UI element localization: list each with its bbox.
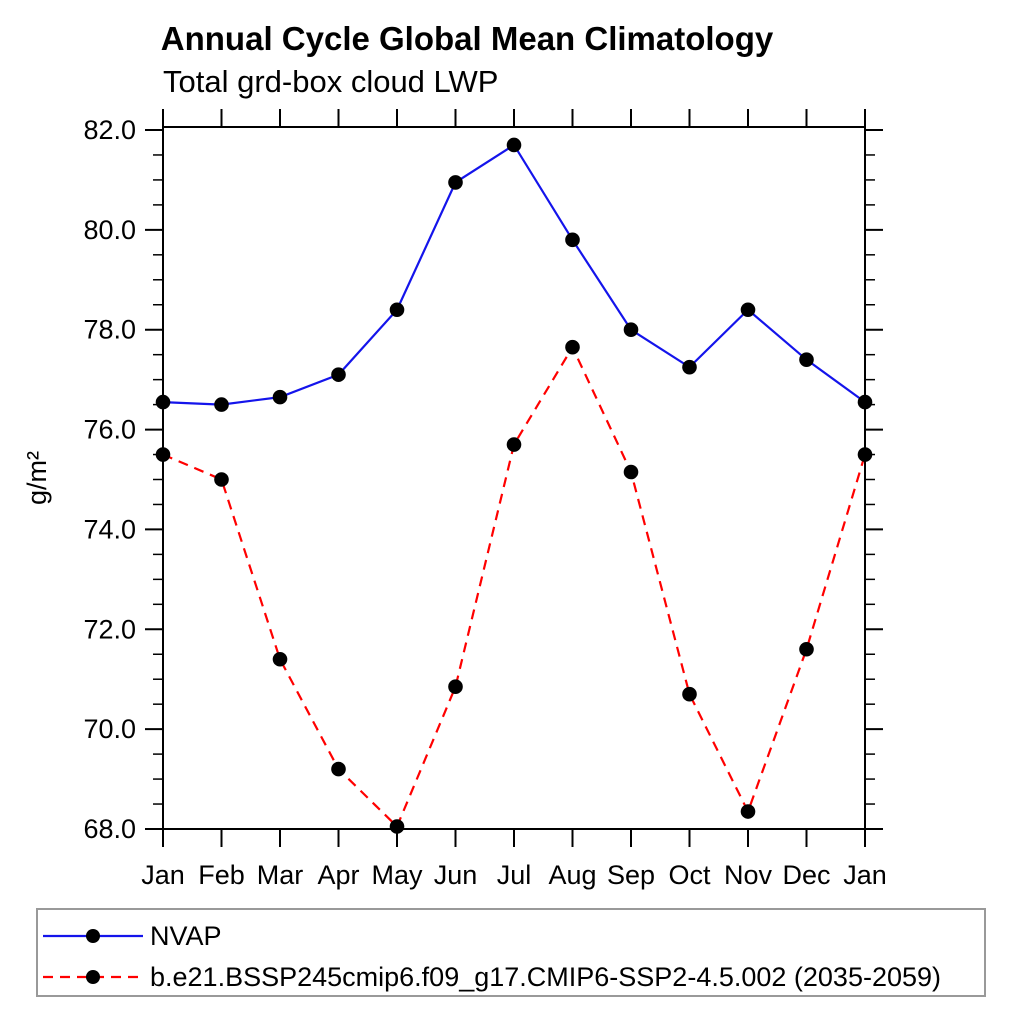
svg-text:Jul: Jul	[497, 860, 532, 890]
svg-text:Apr: Apr	[317, 860, 359, 890]
svg-text:74.0: 74.0	[83, 514, 136, 544]
svg-text:76.0: 76.0	[83, 415, 136, 445]
svg-text:Sep: Sep	[607, 860, 655, 890]
svg-text:Aug: Aug	[548, 860, 596, 890]
legend-entry-model: b.e21.BSSP245cmip6.f09_g17.CMIP6-SSP2-4.…	[41, 961, 942, 992]
svg-text:Mar: Mar	[257, 860, 304, 890]
svg-text:72.0: 72.0	[83, 614, 136, 644]
chart-title: Annual Cycle Global Mean Climatology	[160, 20, 774, 57]
legend-label-nvap: NVAP	[150, 920, 222, 951]
legend-box: NVAP b.e21.BSSP245cmip6.f09_g17.CMIP6-SS…	[36, 908, 986, 997]
legend-label-model: b.e21.BSSP245cmip6.f09_g17.CMIP6-SSP2-4.…	[150, 961, 942, 992]
svg-text:g/m²: g/m²	[22, 451, 52, 505]
svg-text:78.0: 78.0	[83, 315, 136, 345]
svg-text:Oct: Oct	[668, 860, 711, 890]
svg-text:Jan: Jan	[843, 860, 887, 890]
legend-entry-nvap: NVAP	[41, 920, 222, 951]
svg-text:Feb: Feb	[198, 860, 245, 890]
svg-text:80.0: 80.0	[83, 215, 136, 245]
svg-text:May: May	[371, 860, 423, 890]
svg-text:Nov: Nov	[724, 860, 773, 890]
svg-text:Jan: Jan	[141, 860, 185, 890]
legend-nvap-line-swatch	[43, 929, 143, 943]
legend-model-line-swatch	[43, 970, 143, 984]
chart-subtitle: Total grd-box cloud LWP	[163, 64, 499, 99]
svg-text:Jun: Jun	[434, 860, 478, 890]
svg-text:70.0: 70.0	[83, 714, 136, 744]
svg-text:68.0: 68.0	[83, 814, 136, 844]
svg-text:Dec: Dec	[782, 860, 830, 890]
svg-text:82.0: 82.0	[83, 115, 136, 145]
